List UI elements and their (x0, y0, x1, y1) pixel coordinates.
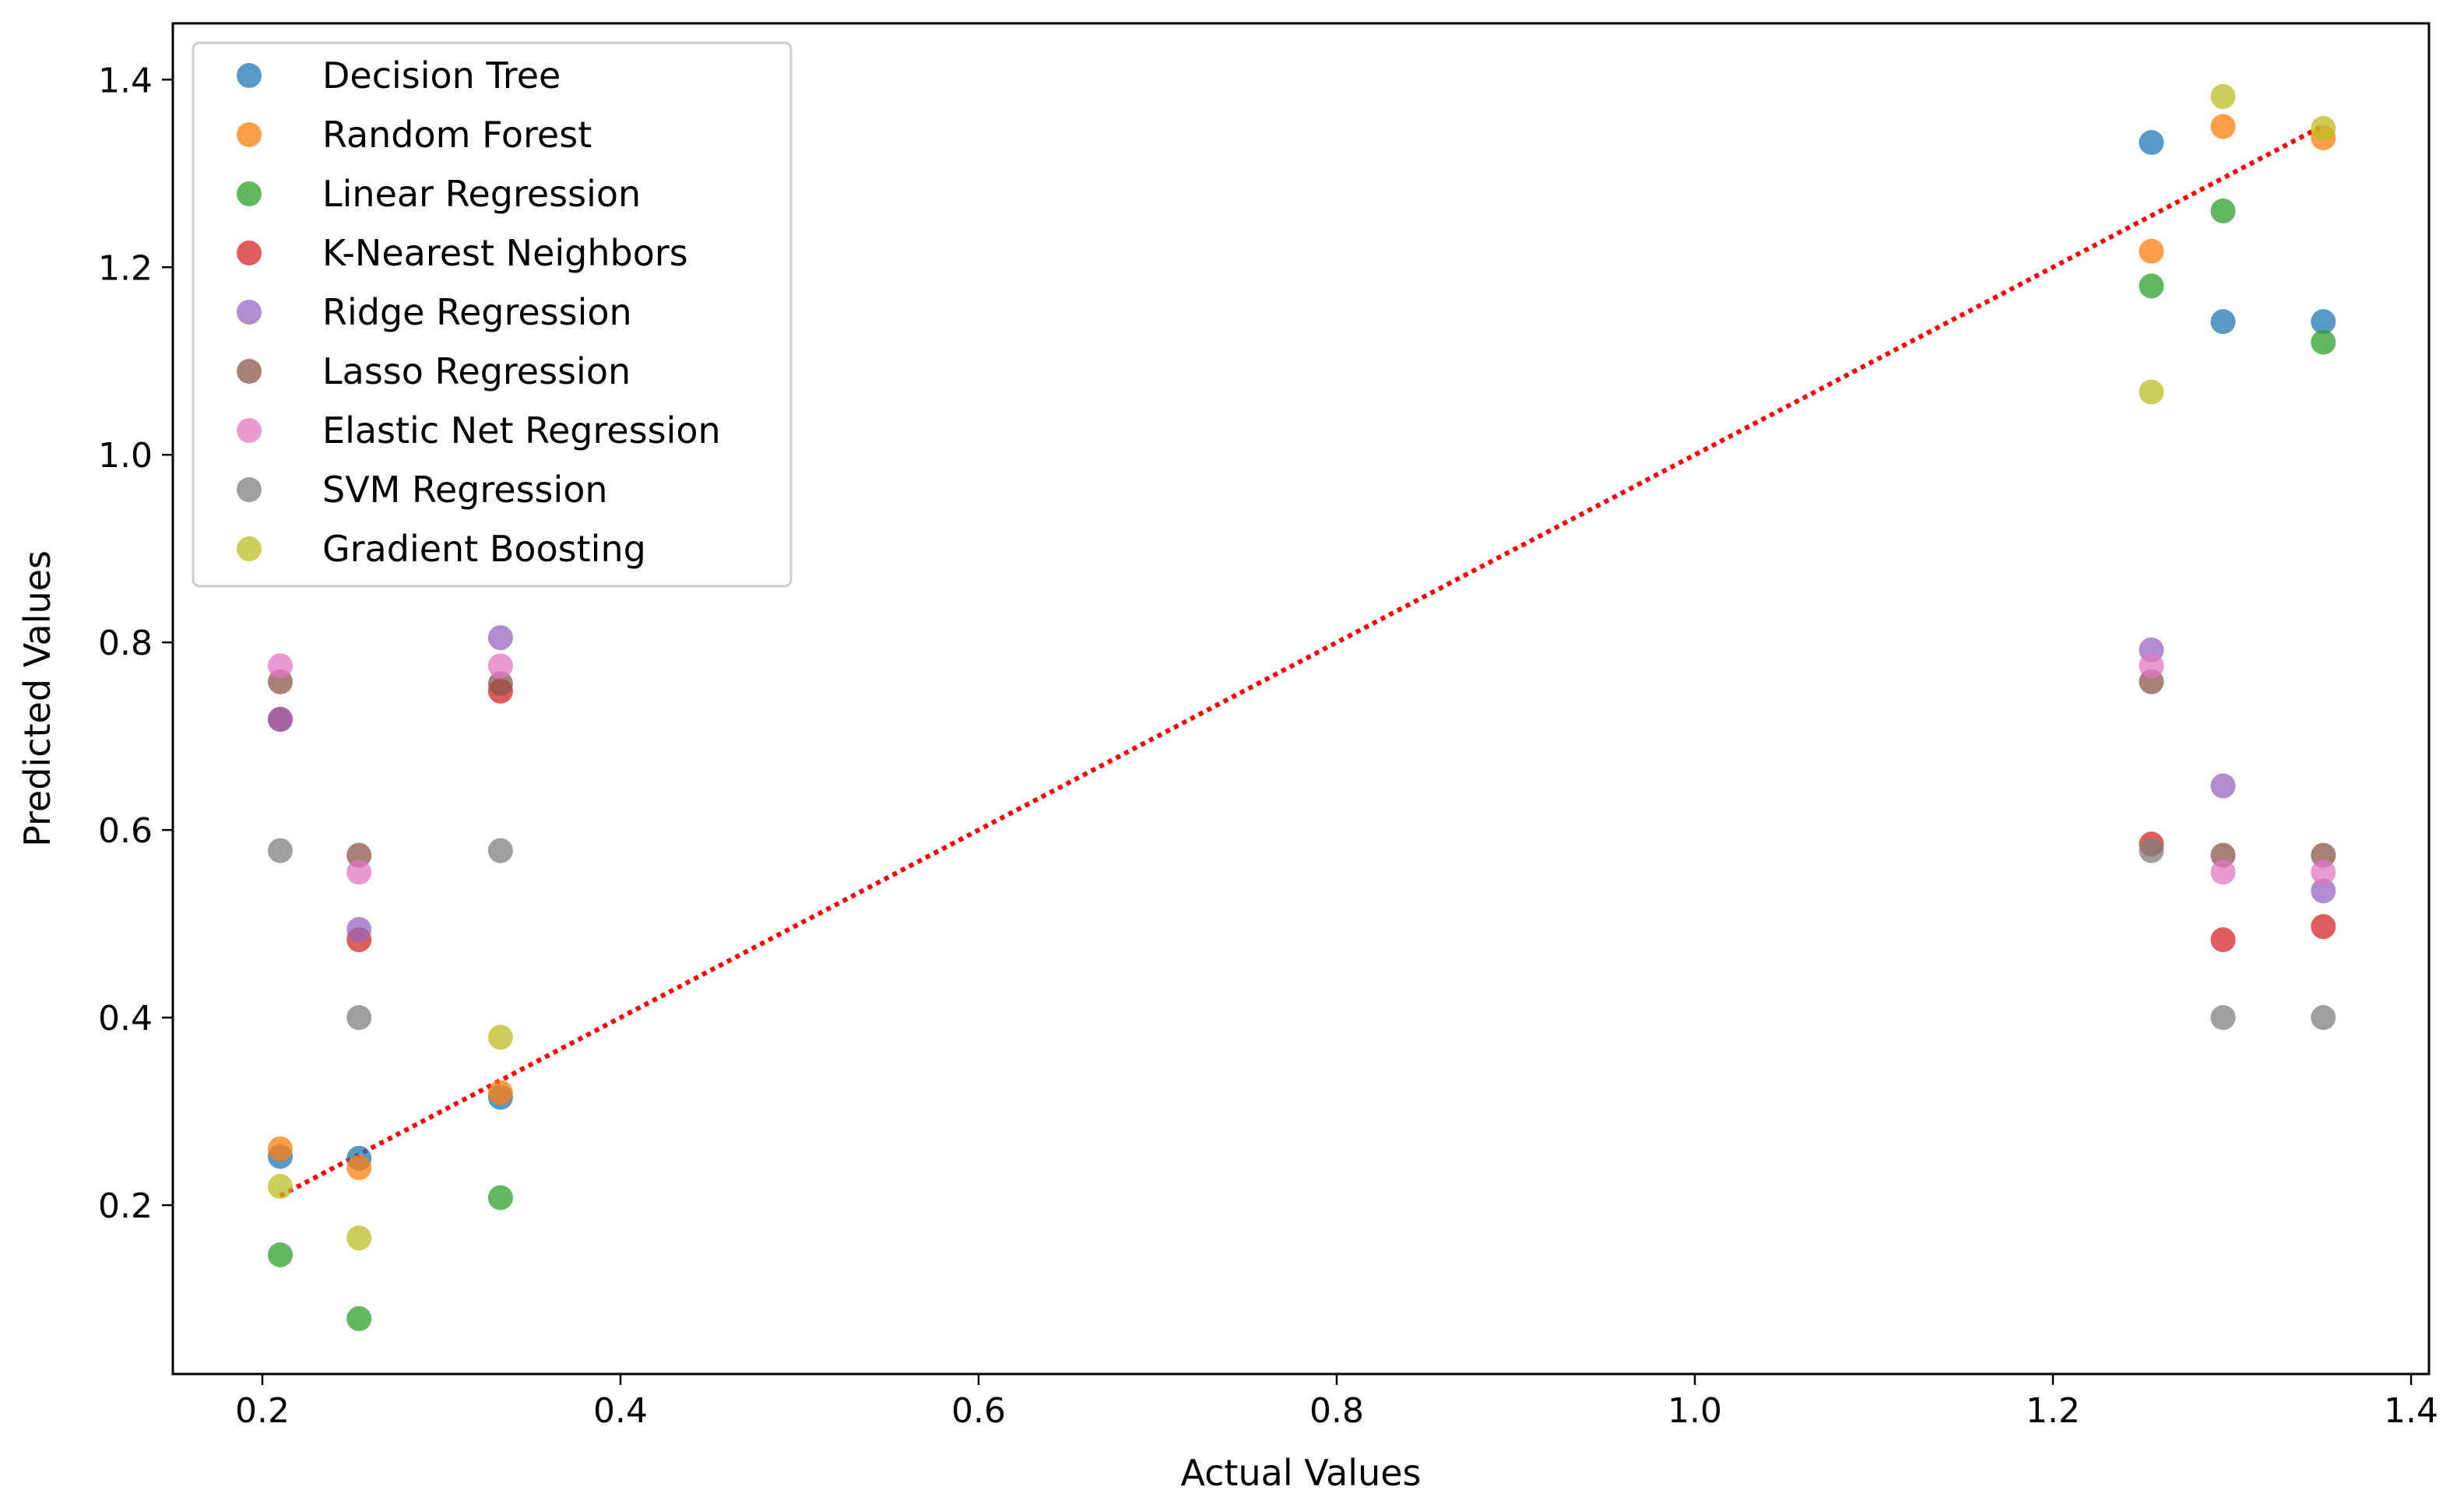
data-point (2139, 838, 2164, 863)
y-tick-label: 0.4 (98, 999, 153, 1038)
data-point (2311, 115, 2336, 141)
data-point (2311, 1005, 2336, 1031)
x-tick-label: 1.2 (2026, 1391, 2080, 1431)
data-point (346, 1305, 372, 1331)
ideal-prediction-line (279, 123, 2325, 1198)
y-tick-label: 0.6 (98, 811, 153, 851)
legend-label: Elastic Net Regression (322, 409, 721, 452)
data-point (2139, 653, 2164, 679)
data-point (268, 653, 293, 679)
data-point (2210, 83, 2236, 109)
data-point (346, 1005, 372, 1031)
data-point (268, 707, 293, 733)
legend: Decision Tree Random Forest Linear Regress… (192, 41, 793, 588)
data-point (268, 1242, 293, 1267)
x-tick-label: 1.0 (1668, 1391, 1722, 1431)
legend-label: Lasso Regression (322, 350, 631, 392)
legend-marker (237, 241, 262, 265)
data-point (2210, 1005, 2236, 1031)
y-tick-label: 0.8 (98, 624, 153, 663)
data-point (2210, 198, 2236, 223)
data-point (2139, 238, 2164, 264)
data-point (2139, 273, 2164, 299)
y-axis-label: Predicted Values (16, 550, 58, 847)
legend-marker (237, 418, 262, 443)
data-point (2139, 379, 2164, 405)
data-point (487, 1080, 513, 1105)
data-point (2311, 914, 2336, 940)
plot-frame (171, 22, 2431, 1376)
legend-marker (237, 477, 262, 502)
data-point (487, 653, 513, 679)
legend-box (192, 41, 793, 588)
data-point (268, 1174, 293, 1200)
y-tick-label: 1.2 (98, 248, 153, 288)
legend-label: Decision Tree (322, 54, 561, 97)
data-point (2311, 878, 2336, 904)
legend-label: Ridge Regression (322, 291, 632, 333)
x-tick-label: 0.6 (951, 1391, 1006, 1431)
data-point (487, 1024, 513, 1050)
data-point (2311, 309, 2336, 335)
x-tick-label: 0.4 (593, 1391, 648, 1431)
x-tick-label: 0.2 (235, 1391, 290, 1431)
reference-line-layer (279, 123, 2325, 1198)
data-point (487, 625, 513, 651)
legend-label: K-Nearest Neighbors (322, 232, 688, 274)
legend-label: Gradient Boosting (322, 528, 646, 570)
data-point (487, 838, 513, 863)
legend-marker (237, 300, 262, 325)
legend-marker (237, 359, 262, 384)
x-tick-label: 0.8 (1309, 1391, 1364, 1431)
data-points-layer (268, 83, 2336, 1331)
legend-marker (237, 63, 262, 88)
data-point (2210, 773, 2236, 799)
legend-marker (237, 181, 262, 206)
data-point (487, 671, 513, 697)
x-tick-label: 1.4 (2384, 1391, 2438, 1431)
y-tick-label: 0.2 (98, 1186, 153, 1226)
axis-ticks-layer: 0.2 0.4 0.6 0.8 1.0 1.2 1.4 0.2 0.4 0.6 0.8 1.0 1.2 1… (98, 61, 2438, 1431)
data-point (487, 1185, 513, 1211)
y-tick-label: 1.4 (98, 61, 153, 100)
data-point (346, 1225, 372, 1251)
data-point (2210, 859, 2236, 885)
legend-marker (237, 122, 262, 147)
data-point (268, 1136, 293, 1161)
data-point (2139, 130, 2164, 156)
data-point (2311, 329, 2336, 355)
data-point (268, 838, 293, 863)
data-point (2210, 114, 2236, 139)
legend-marker (237, 536, 262, 561)
legend-label: SVM Regression (322, 469, 608, 511)
y-tick-label: 1.0 (98, 436, 153, 476)
legend-label: Random Forest (322, 114, 592, 156)
data-point (346, 916, 372, 942)
data-point (2210, 927, 2236, 953)
data-point (2210, 309, 2236, 335)
x-axis-label: Actual Values (1180, 1452, 1421, 1494)
data-point (346, 1154, 372, 1180)
data-point (346, 859, 372, 885)
legend-label: Linear Regression (322, 173, 641, 215)
data-point (2311, 859, 2336, 885)
